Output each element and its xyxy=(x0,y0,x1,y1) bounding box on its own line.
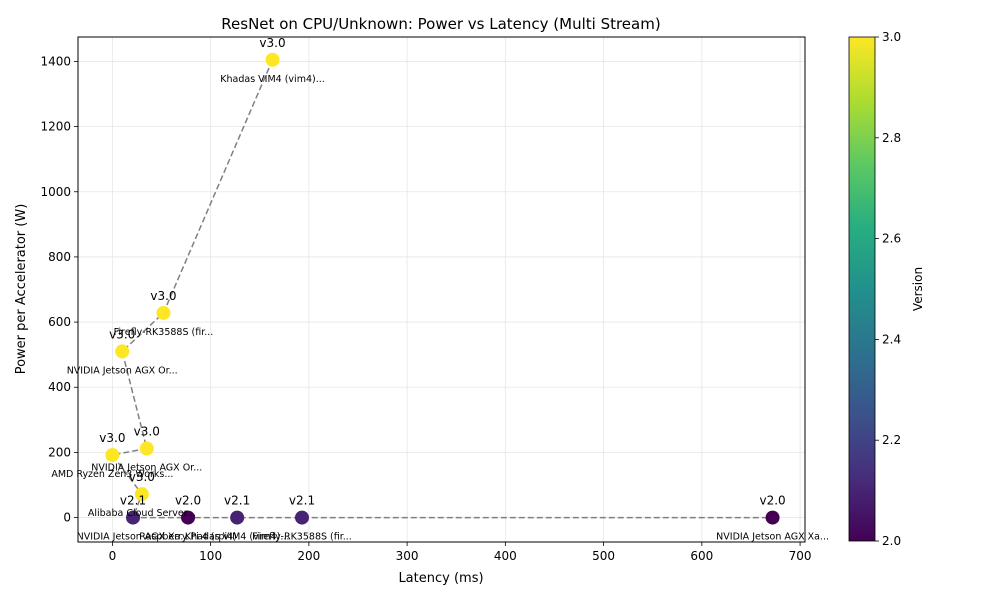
y-tick-label: 200 xyxy=(48,445,71,459)
x-tick-label: 0 xyxy=(109,549,117,563)
version-label: v3.0 xyxy=(99,431,125,445)
x-tick-label: 500 xyxy=(592,549,615,563)
data-point xyxy=(139,441,154,456)
x-tick-label: 300 xyxy=(396,549,419,563)
x-tick-label: 600 xyxy=(690,549,713,563)
system-label: Firefly-RK3588S (fir... xyxy=(252,532,352,543)
data-point xyxy=(765,510,780,525)
colorbar-tick-label: 3.0 xyxy=(882,30,901,44)
colorbar-label: Version xyxy=(911,267,925,311)
version-label: v3.0 xyxy=(134,424,160,438)
system-label: NVIDIA Jetson AGX Or... xyxy=(91,462,202,473)
system-label: NVIDIA Jetson AGX Xa... xyxy=(77,532,190,543)
system-label: Raspberry Pi 4 (rpi4) xyxy=(139,532,237,543)
system-label: AMD Ryzen Zen3 Works... xyxy=(51,469,173,480)
version-label: v2.0 xyxy=(175,494,201,508)
version-label: v3.0 xyxy=(109,327,135,341)
system-label: Khadas VIM4 (vim4)... xyxy=(220,74,325,85)
version-label: v2.1 xyxy=(120,494,146,508)
system-label: Alibaba Cloud Server... xyxy=(88,508,196,519)
system-label: NVIDIA Jetson AGX Or... xyxy=(67,365,178,376)
connector-line xyxy=(111,59,773,519)
y-tick-label: 400 xyxy=(48,380,71,394)
colorbar-ticks: 2.0 2.2 2.4 2.6 2.8 3.0 xyxy=(875,30,901,548)
plot-area-frame xyxy=(77,36,806,543)
data-point xyxy=(294,510,309,525)
system-label: Khadas VIM4 (vim4)... xyxy=(185,532,290,543)
version-label: v2.0 xyxy=(759,494,785,508)
x-tick-label: 200 xyxy=(297,549,320,563)
data-point xyxy=(105,448,120,463)
chart-title: ResNet on CPU/Unknown: Power vs Latency … xyxy=(221,15,660,33)
connector-polyline xyxy=(111,59,773,519)
data-point xyxy=(181,510,196,525)
colorbar-tick-label: 2.6 xyxy=(882,232,901,246)
data-point xyxy=(126,510,141,525)
version-label: v3.0 xyxy=(129,470,155,484)
system-label: Firefly-RK3588S (fir... xyxy=(114,327,214,338)
y-tick-label: 0 xyxy=(63,511,71,525)
data-point xyxy=(230,510,245,525)
y-tick-label: 1200 xyxy=(40,120,71,134)
version-label: v2.1 xyxy=(224,494,250,508)
x-tick-label: 700 xyxy=(789,549,812,563)
colorbar-tick-label: 2.2 xyxy=(882,433,901,447)
version-label: v3.0 xyxy=(259,36,285,50)
x-axis-ticks: 0 100 200 300 400 500 600 700 xyxy=(109,542,812,563)
data-point xyxy=(156,305,171,320)
colorbar-tick-label: 2.4 xyxy=(882,332,901,346)
grid xyxy=(78,37,805,542)
data-point xyxy=(115,344,130,359)
y-tick-label: 600 xyxy=(48,315,71,329)
x-tick-label: 400 xyxy=(494,549,517,563)
y-axis-label: Power per Accelerator (W) xyxy=(14,204,29,375)
version-label: v3.0 xyxy=(150,289,176,303)
y-axis-ticks: 0 200 400 600 800 1000 1200 1400 xyxy=(40,54,78,525)
x-tick-label: 100 xyxy=(199,549,222,563)
data-point xyxy=(265,52,280,67)
colorbar xyxy=(848,36,876,542)
data-point xyxy=(134,487,149,502)
y-tick-label: 1000 xyxy=(40,185,71,199)
x-axis-label: Latency (ms) xyxy=(398,571,483,586)
colorbar-tick-label: 2.0 xyxy=(882,534,901,548)
version-label: v2.1 xyxy=(289,494,315,508)
y-tick-label: 1400 xyxy=(40,54,71,68)
data-points xyxy=(105,52,780,525)
system-label: NVIDIA Jetson AGX Xa... xyxy=(716,532,829,543)
y-tick-label: 800 xyxy=(48,250,71,264)
colorbar-tick-label: 2.8 xyxy=(882,131,901,145)
